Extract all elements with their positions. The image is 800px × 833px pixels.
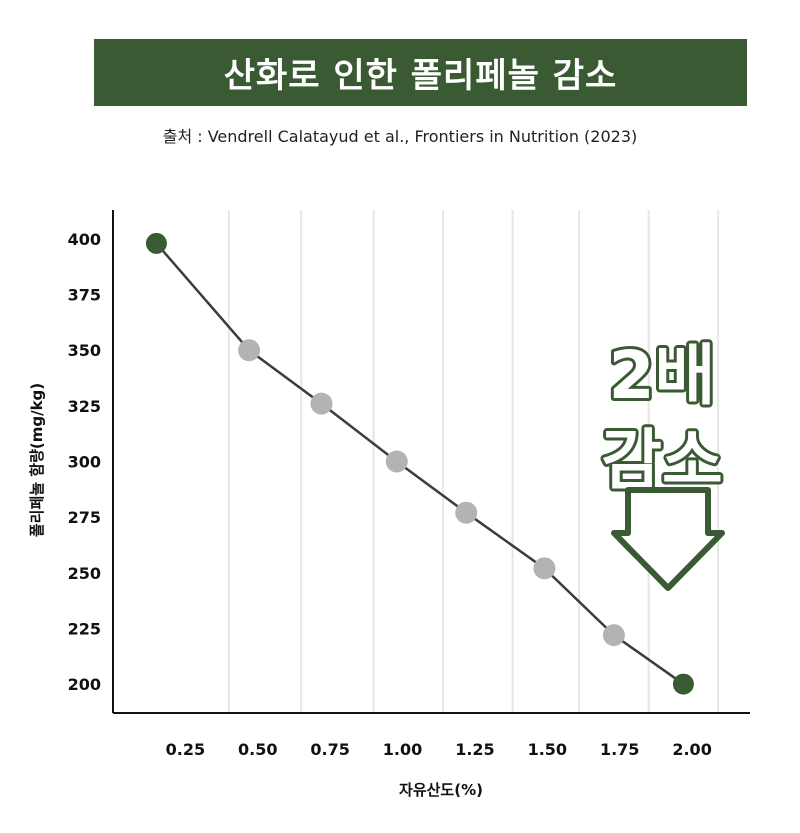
x-tick-label: 1.50 (528, 740, 567, 759)
data-point (310, 392, 333, 415)
decrease-callout: 2배 감소 (598, 334, 726, 591)
x-tick-label: 0.50 (238, 740, 277, 759)
x-tick-label: 0.75 (310, 740, 349, 759)
y-tick-label: 350 (68, 341, 101, 360)
y-axis-label: 폴리페놀 함량(mg/kg) (28, 383, 46, 537)
page-title: 산화로 인한 폴리페놀 감소 (223, 56, 618, 96)
y-tick-label: 225 (68, 619, 101, 638)
x-tick-labels: 0.25 0.50 0.75 1.00 1.25 1.50 1.75 2.00 (166, 740, 712, 759)
series-line (155, 242, 685, 686)
data-point (602, 624, 625, 647)
data-points (145, 232, 694, 695)
y-tick-label: 250 (68, 564, 101, 583)
down-arrow-icon (611, 487, 725, 591)
x-axis-label: 자유산도(%) (399, 781, 483, 799)
data-point-highlight (145, 232, 167, 254)
x-tick-label: 1.00 (383, 740, 422, 759)
y-tick-label: 275 (68, 508, 101, 527)
grid-lines (227, 210, 720, 713)
data-point-highlight (672, 673, 694, 695)
title-banner: 산화로 인한 폴리페놀 감소 (94, 39, 747, 106)
x-tick-label: 0.25 (166, 740, 205, 759)
data-point (238, 339, 261, 362)
y-tick-label: 300 (68, 453, 101, 472)
callout-line-1: 2배 (609, 337, 716, 414)
y-tick-label: 400 (68, 230, 101, 249)
data-point (455, 501, 478, 524)
y-tick-label: 200 (68, 675, 101, 694)
y-tick-labels: 400 375 350 325 300 275 250 225 200 (68, 230, 101, 694)
x-tick-label: 1.75 (600, 740, 639, 759)
data-point (385, 450, 408, 473)
x-tick-label: 1.25 (455, 740, 494, 759)
y-tick-label: 325 (68, 397, 101, 416)
source-citation: 출처 : Vendrell Calatayud et al., Frontier… (162, 127, 638, 146)
data-point (533, 557, 556, 580)
y-tick-label: 375 (68, 286, 101, 305)
x-tick-label: 2.00 (672, 740, 711, 759)
